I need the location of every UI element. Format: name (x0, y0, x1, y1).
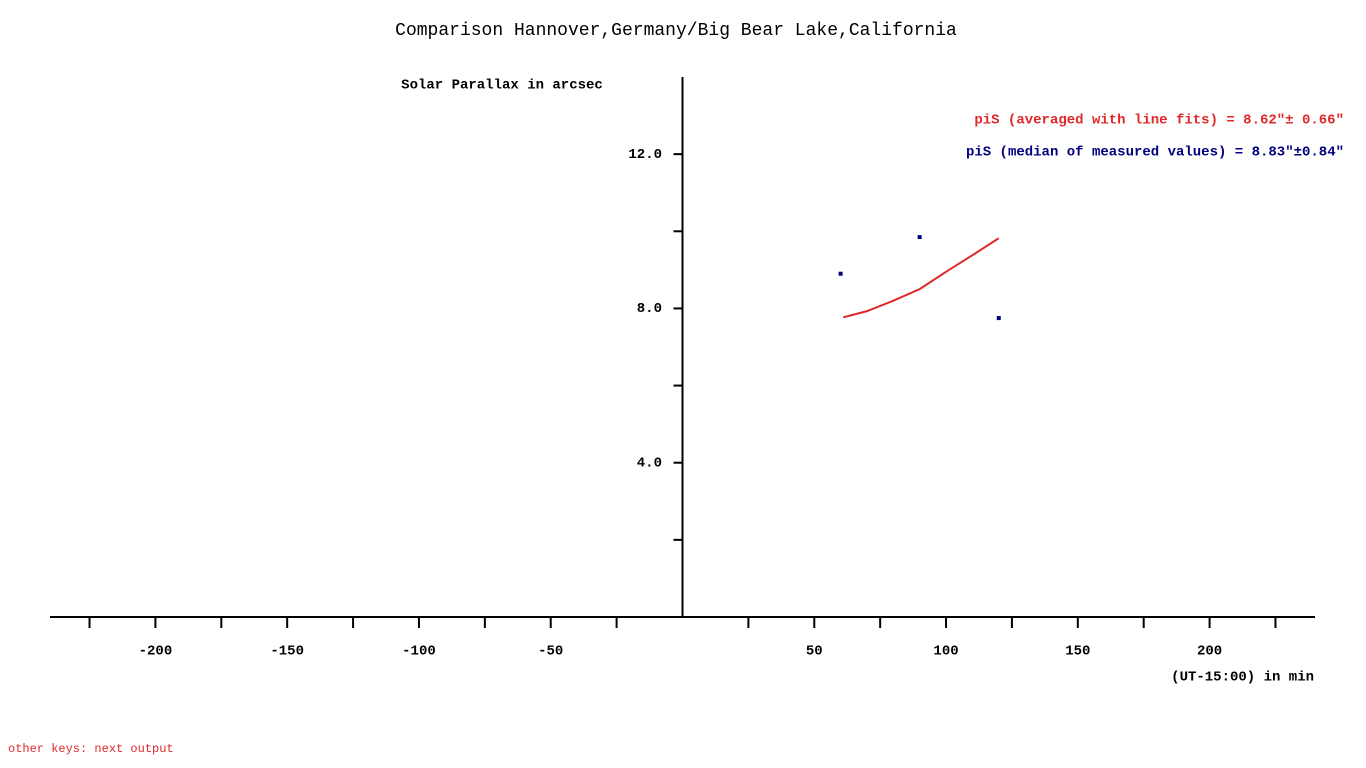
data-point (917, 235, 922, 240)
x-tick-label: 150 (1065, 644, 1090, 660)
y-tick-label: 12.0 (628, 147, 662, 163)
y-tick-label: 8.0 (637, 301, 662, 317)
x-tick-label: -50 (538, 644, 563, 660)
annotation: piS (averaged with line fits) = 8.62"± 0… (974, 113, 1344, 129)
x-tick-label: 50 (806, 644, 823, 660)
x-axis-label: (UT-15:00) in min (1171, 670, 1314, 686)
footer: other keys: next output (8, 742, 174, 756)
x-tick-label: -200 (139, 644, 173, 660)
y-tick-label: 4.0 (637, 455, 662, 471)
x-tick-label: 100 (933, 644, 958, 660)
chart-title: Comparison Hannover,Germany/Big Bear Lak… (395, 21, 957, 41)
annotation: piS (median of measured values) = 8.83"±… (966, 145, 1344, 161)
y-axis-label: Solar Parallax in arcsec (401, 78, 603, 94)
x-tick-label: 200 (1197, 644, 1222, 660)
fit-line (843, 237, 1000, 319)
data-point (996, 316, 1001, 321)
data-point (838, 271, 843, 276)
x-tick-label: -100 (402, 644, 436, 660)
x-tick-label: -150 (270, 644, 304, 660)
